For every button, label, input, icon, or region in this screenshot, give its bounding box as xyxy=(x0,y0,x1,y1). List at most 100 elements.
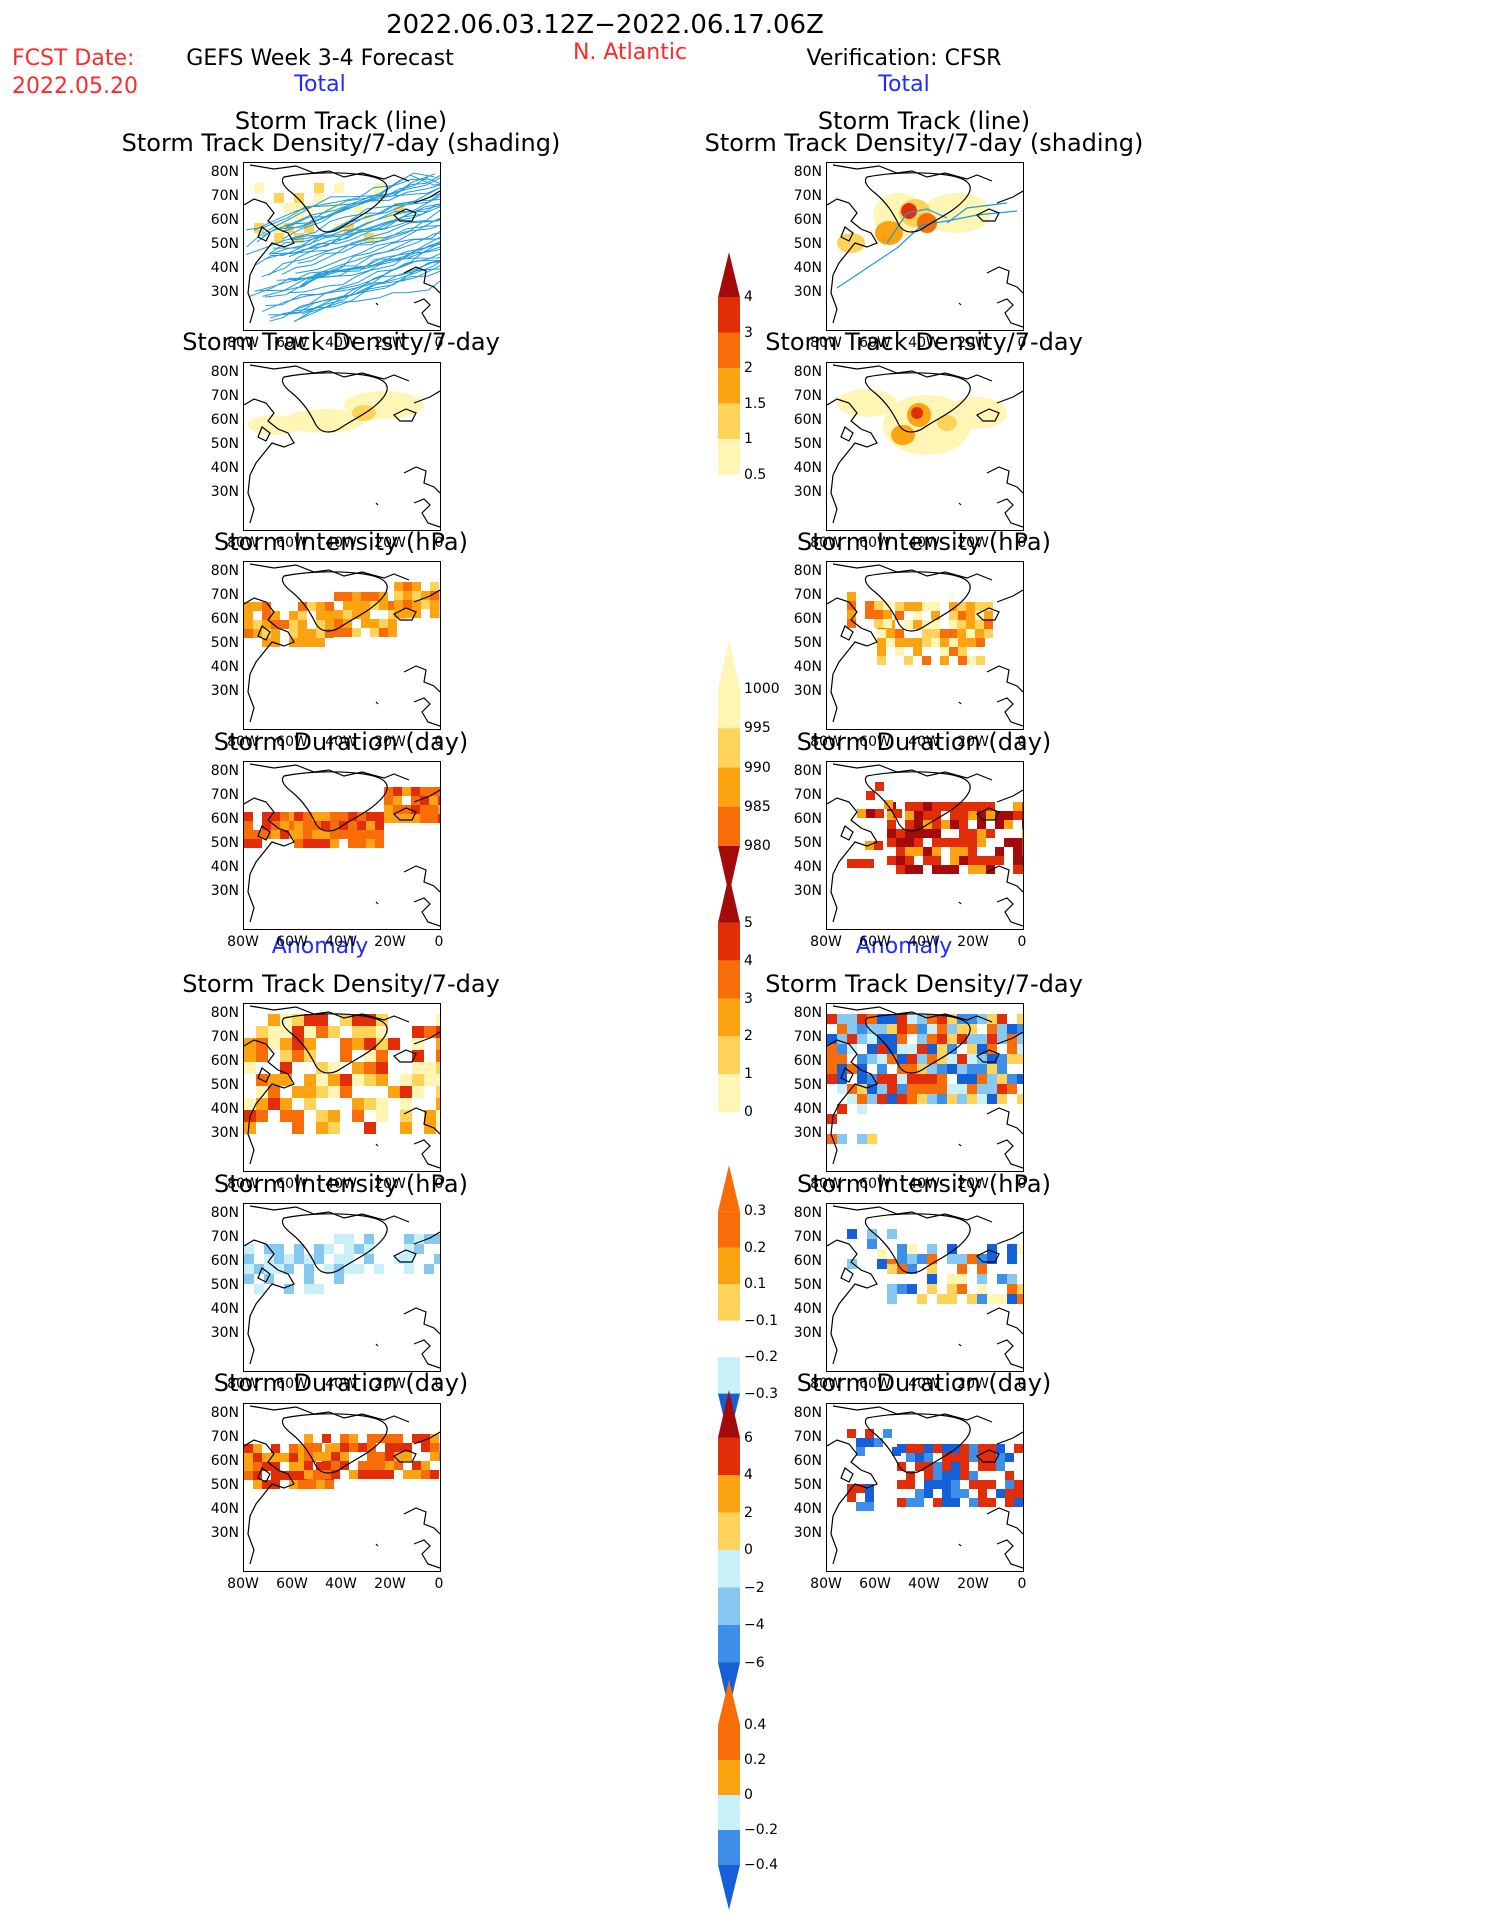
lat-tick-label: 60N xyxy=(793,212,822,228)
grid-cell xyxy=(340,1434,349,1443)
lon-tick-label: 60W xyxy=(859,1376,891,1392)
grid-cell xyxy=(314,193,324,203)
grid-cell xyxy=(917,1014,927,1024)
grid-cell xyxy=(877,1034,887,1044)
grid-cell xyxy=(412,600,421,609)
grid-cell xyxy=(429,805,438,814)
grid-cell xyxy=(856,1438,865,1447)
grid-cell xyxy=(303,839,312,848)
lon-tick-label: 80W xyxy=(810,1376,842,1392)
grid-cell xyxy=(837,1134,847,1144)
grid-cell xyxy=(904,602,913,611)
grid-cell xyxy=(304,1038,316,1050)
lon-tick-label: 80W xyxy=(227,1576,259,1592)
grid-cell xyxy=(951,1489,960,1498)
grid-cell xyxy=(304,223,314,233)
grid-cell xyxy=(827,1074,837,1084)
grid-cell xyxy=(411,787,420,796)
fcst-date-label: FCST Date: xyxy=(12,46,135,71)
grid-cell xyxy=(256,1038,268,1050)
grid-cell xyxy=(884,800,893,809)
lon-tick-label: 80W xyxy=(810,1176,842,1192)
panel-title: Storm Duration (day) xyxy=(796,1369,1052,1397)
grid-cell xyxy=(393,805,402,814)
grid-cell xyxy=(307,629,316,638)
grid-cell xyxy=(307,1480,316,1489)
grid-cell xyxy=(905,802,914,811)
lat-tick-label: 80N xyxy=(793,763,822,779)
grid-cell xyxy=(280,1062,292,1074)
grid-cell xyxy=(976,656,985,665)
grid-cell xyxy=(867,1044,877,1054)
grid-cell xyxy=(364,1050,376,1062)
grid-cell xyxy=(321,821,330,830)
grid-cell xyxy=(284,1264,294,1274)
grid-cell xyxy=(1005,1498,1014,1507)
panel-title: Storm Duration (day) xyxy=(796,728,1052,756)
grid-cell xyxy=(436,1050,440,1062)
lat-tick-label: 30N xyxy=(793,883,822,899)
lon-tick-label: 0 xyxy=(434,734,444,750)
grid-cell xyxy=(424,1062,436,1074)
grid-cell xyxy=(325,611,334,620)
lat-tick-label: 40N xyxy=(210,1301,239,1317)
grid-cell xyxy=(949,611,958,620)
grid-cell xyxy=(412,1074,424,1086)
grid-cell xyxy=(958,638,967,647)
grid-cell xyxy=(420,787,429,796)
grid-cell xyxy=(987,1294,997,1304)
grid-cell xyxy=(343,601,352,610)
grid-cell xyxy=(857,1014,867,1024)
grid-cell xyxy=(947,1014,957,1024)
grid-cell xyxy=(986,829,995,838)
panel-title: Storm Track (line) xyxy=(817,107,1031,135)
grid-cell xyxy=(253,1462,262,1471)
storm-track-line xyxy=(262,260,440,313)
grid-cell xyxy=(294,213,304,223)
lat-tick-label: 70N xyxy=(210,587,239,603)
grid-cell xyxy=(984,611,993,620)
grid-cell xyxy=(314,1254,324,1264)
grid-cell xyxy=(394,600,403,609)
grid-cell xyxy=(256,1026,268,1038)
colorbar-label: 4 xyxy=(744,1467,753,1483)
grid-cell xyxy=(896,829,905,838)
colorbar-segment xyxy=(718,922,740,961)
lat-tick-label: 40N xyxy=(793,859,822,875)
grid-cell xyxy=(348,839,357,848)
grid-cell xyxy=(244,629,253,638)
section-anomaly-right: Anomaly xyxy=(855,934,953,959)
grid-cell xyxy=(400,1110,412,1122)
lat-tick-label: 40N xyxy=(210,460,239,476)
lon-tick-label: 0 xyxy=(434,1376,444,1392)
grid-cell xyxy=(268,1038,280,1050)
verification-title: Verification: CFSR xyxy=(806,46,1002,71)
density-contour xyxy=(284,409,364,433)
grid-cell xyxy=(331,1443,340,1452)
grid-cell xyxy=(364,1122,376,1134)
grid-cell xyxy=(927,1244,937,1254)
grid-cell xyxy=(931,620,940,629)
grid-cell xyxy=(987,1064,997,1074)
lat-tick-label: 40N xyxy=(793,1101,822,1117)
grid-cell xyxy=(400,1098,412,1110)
grid-cell xyxy=(933,1480,942,1489)
grid-cell xyxy=(412,609,421,618)
lon-tick-label: 20W xyxy=(957,1376,989,1392)
grid-cell xyxy=(352,601,361,610)
grid-cell xyxy=(895,629,904,638)
grid-cell xyxy=(957,1254,967,1264)
grid-cell xyxy=(967,638,976,647)
grid-cell xyxy=(324,203,334,213)
grid-cell xyxy=(344,1254,354,1264)
lat-tick-label: 70N xyxy=(793,1029,822,1045)
grid-cell xyxy=(262,611,271,620)
grid-cell xyxy=(950,820,959,829)
colorbar-arrow-top xyxy=(718,252,740,298)
grid-cell xyxy=(877,629,886,638)
grid-cell xyxy=(264,1264,274,1274)
lon-tick-label: 0 xyxy=(1017,1176,1027,1192)
grid-cell xyxy=(354,203,364,213)
grid-cell xyxy=(1017,1074,1023,1084)
grid-cell xyxy=(905,856,914,865)
